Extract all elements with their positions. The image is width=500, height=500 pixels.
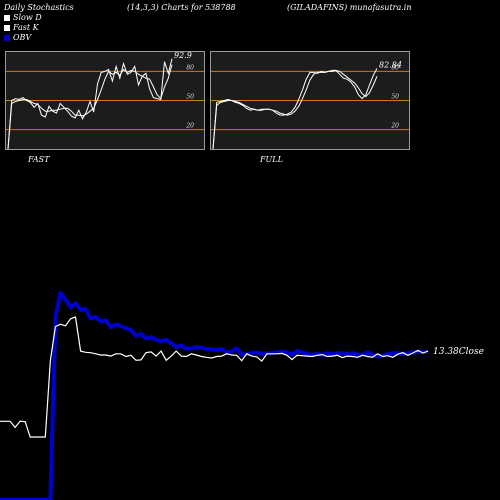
legend-slow-d: Slow D	[4, 13, 42, 22]
fast-line-fast-k	[7, 58, 173, 150]
legend-swatch-obv	[4, 35, 10, 41]
full-last-value: 82.84	[379, 60, 402, 69]
full-line-slow-d	[212, 69, 378, 150]
chart-params: (14,3,3) Charts for 538788	[127, 3, 236, 12]
full-line-slow-k	[212, 68, 378, 150]
legend-label-fast-k: Fast K	[13, 23, 39, 32]
fast-chart-svg: 20 50 80 92.9	[6, 51, 204, 150]
full-panel-label: FULL	[260, 155, 283, 164]
fast-ytick-50: 50	[186, 94, 194, 101]
fast-ytick-20: 20	[185, 123, 194, 130]
legend-swatch-fast-k	[4, 25, 10, 31]
ticker-site: (GILADAFINS) munafasutra.in	[287, 3, 412, 12]
full-ytick-20: 20	[390, 123, 399, 130]
fast-last-value: 92.9	[174, 52, 192, 60]
chart-title: Daily Stochastics	[4, 3, 74, 12]
legend-swatch-slow-d	[4, 15, 10, 21]
fast-panel-label: FAST	[28, 155, 50, 164]
close-label: 13.38Close	[433, 347, 484, 357]
legend-label-slow-d: Slow D	[13, 13, 42, 22]
full-ytick-50: 50	[391, 94, 399, 101]
fast-panel: 20 50 80 92.9	[5, 51, 205, 150]
full-panel: 20 50 80 82.84	[210, 51, 410, 150]
full-ytick-80: 80	[391, 64, 399, 71]
legend-obv: OBV	[4, 33, 31, 42]
close-price-line	[0, 316, 429, 438]
legend-label-obv: OBV	[13, 33, 32, 42]
legend-fast-k: Fast K	[4, 23, 39, 32]
fast-ytick-80: 80	[186, 64, 194, 71]
obv-line	[0, 291, 429, 500]
fast-line-slow-d	[7, 64, 173, 150]
